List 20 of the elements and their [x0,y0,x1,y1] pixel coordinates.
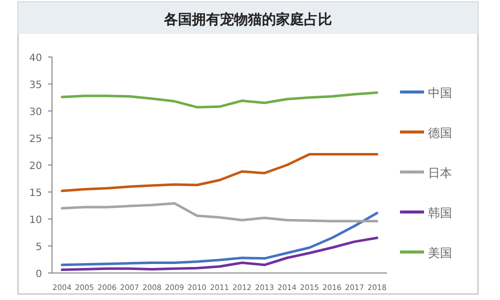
y-tick-label: 30 [29,107,42,118]
y-tick-label: 25 [29,134,42,145]
legend-label: 中国 [428,86,452,100]
y-tick-label: 0 [36,269,42,280]
line-series [60,236,378,272]
line-series [60,152,378,192]
legend-label: 美国 [428,246,452,260]
legend-label: 韩国 [428,206,452,220]
legend-label: 日本 [428,166,452,180]
line-series [60,91,378,108]
chart-title: 各国拥有宠物猫的家庭占比 [163,11,332,28]
line-series [60,202,378,222]
y-tick-label: 35 [29,80,42,91]
y-tick-label: 40 [29,53,42,64]
y-tick-label: 15 [29,188,42,199]
y-tick-label: 10 [29,215,42,226]
line-series [60,212,378,266]
y-tick-label: 5 [36,242,42,253]
y-tick-label: 20 [29,161,42,172]
legend-label: 德国 [428,126,452,140]
